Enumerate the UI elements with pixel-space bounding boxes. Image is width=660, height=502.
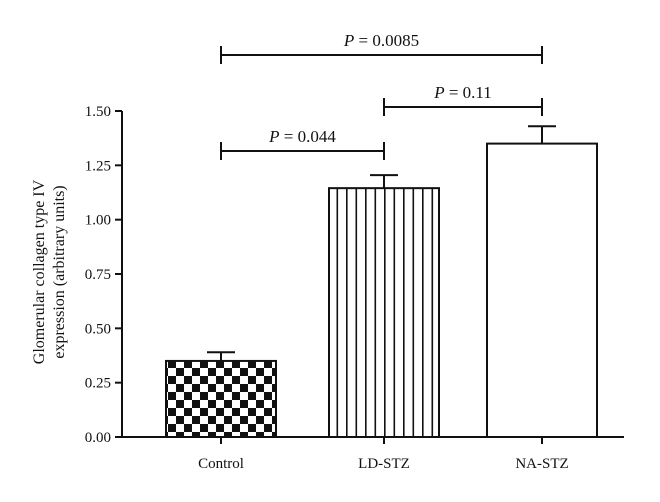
x-axis-ticks: Control LD-STZ NA-STZ — [198, 437, 569, 472]
bar-na-stz — [486, 142, 598, 438]
p-value: = 0.0085 — [354, 31, 419, 50]
bars — [165, 125, 598, 438]
p-value: = 0.044 — [280, 127, 337, 146]
bar-ld-stz — [328, 187, 440, 438]
x-tick-label-control: Control — [198, 456, 244, 472]
significance-bracket: P = 0.044 — [220, 127, 385, 160]
p-value-label: P = 0.044 — [268, 127, 336, 146]
p-symbol: P — [343, 31, 354, 50]
significance-bracket: P = 0.0085 — [220, 31, 543, 64]
y-tick-label: 1.50 — [85, 104, 111, 120]
y-tick-label: 0.00 — [85, 430, 111, 446]
x-tick-label-na-stz: NA-STZ — [515, 456, 568, 472]
p-symbol: P — [268, 127, 279, 146]
x-tick-label-ld-stz: LD-STZ — [358, 456, 410, 472]
bar-control — [165, 359, 277, 438]
y-tick-label: 1.25 — [85, 158, 111, 174]
p-symbol: P — [433, 83, 444, 102]
p-value-label: P = 0.0085 — [343, 31, 419, 50]
p-value: = 0.11 — [445, 83, 492, 102]
y-tick-label: 0.75 — [85, 267, 111, 283]
p-value-label: P = 0.11 — [433, 83, 492, 102]
y-tick-label: 0.25 — [85, 376, 111, 392]
y-axis-label: Glomerular collagen type IV expression (… — [31, 179, 68, 364]
significance-bracket: P = 0.11 — [383, 83, 543, 116]
y-tick-label: 1.00 — [85, 213, 111, 229]
y-tick-label: 0.50 — [85, 321, 111, 337]
y-axis-label-line-2: expression (arbitrary units) — [51, 185, 68, 358]
y-axis-label-line-1: Glomerular collagen type IV — [31, 179, 48, 364]
y-axis-ticks: 0.00 0.25 0.50 0.75 1.00 1.25 1.50 — [85, 104, 122, 446]
